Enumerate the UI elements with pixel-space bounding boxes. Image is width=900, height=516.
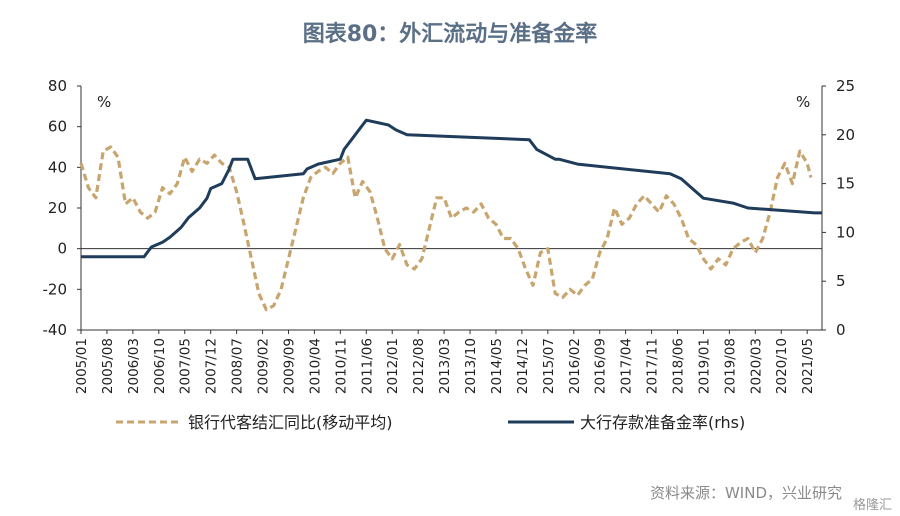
- x-tick-label: 2020/10: [774, 338, 790, 394]
- chart-title: 图表80：外汇流动与准备金率: [302, 22, 598, 47]
- x-tick-label: 2009/09: [281, 338, 297, 394]
- x-tick-label: 2015/07: [541, 338, 557, 394]
- left-tick-label: 40: [48, 158, 67, 176]
- left-tick-label: -20: [43, 280, 68, 298]
- reserve-ratio-line: [81, 118, 822, 259]
- x-tick-label: 2012/08: [411, 338, 427, 394]
- series-layer: [79, 118, 822, 312]
- left-tick-label: 20: [48, 199, 67, 217]
- x-tick-label: 2019/01: [696, 338, 712, 394]
- x-tick-label: 2020/03: [748, 338, 764, 394]
- x-tick-label: 2010/11: [333, 338, 349, 394]
- x-tick-label: 2009/02: [256, 338, 272, 394]
- left-tick-label: 0: [57, 240, 67, 258]
- x-tick-label: 2011/06: [359, 338, 375, 394]
- right-tick-label: 10: [836, 223, 855, 241]
- right-tick-label: 0: [836, 321, 846, 339]
- x-tick-label: 2006/10: [152, 338, 168, 394]
- left-tick-label: 80: [48, 77, 67, 95]
- legend-label-1: 银行代客结汇同比(移动平均): [188, 413, 393, 432]
- x-tick-label: 2018/06: [671, 338, 687, 394]
- left-tick-label: 60: [48, 118, 67, 136]
- x-tick-label: 2016/02: [567, 338, 583, 394]
- x-tick-label: 2010/04: [307, 338, 323, 394]
- left-tick-label: -40: [43, 321, 68, 339]
- x-tick-label: 2014/05: [489, 338, 505, 394]
- right-tick-label: 15: [836, 175, 855, 193]
- x-tick-label: 2012/01: [385, 338, 401, 394]
- x-tick-label: 2007/05: [178, 338, 194, 394]
- x-tick-label: 2019/08: [722, 338, 738, 394]
- right-tick-label: 5: [836, 272, 846, 290]
- x-tick-label: 2007/12: [204, 338, 220, 394]
- x-tick-label: 2005/08: [100, 338, 116, 394]
- x-tick-label: 2014/12: [515, 338, 531, 394]
- right-tick-label: 20: [836, 126, 855, 144]
- axes-layer: 80 60 40 20 0 -20 -40% 25 20 15 10 5 0% 2005/01 2005/0…: [43, 77, 856, 394]
- right-unit-label: %: [796, 93, 810, 111]
- chart-svg: 80 60 40 20 0 -20 -40% 25 20 15 10 5 0% 2005/01 2005/0…: [43, 77, 856, 432]
- fx-settlement-line: [79, 145, 813, 312]
- x-tick-label: 2017/11: [645, 338, 661, 394]
- x-tick-label: 2021/05: [800, 338, 816, 394]
- right-tick-label: 25: [836, 77, 855, 95]
- x-tick-label: 2016/09: [593, 338, 609, 394]
- x-tick-label: 2008/07: [230, 338, 246, 394]
- x-tick-label: 2006/03: [126, 338, 142, 394]
- source-note: 资料来源：WIND，兴业研究: [649, 484, 842, 502]
- x-tick-label: 2013/03: [437, 338, 453, 394]
- x-tick-label: 2017/04: [619, 338, 635, 394]
- legend-label-2: 大行存款准备金率(rhs): [580, 413, 745, 432]
- x-tick-label: 2005/01: [74, 338, 90, 394]
- left-unit-label: %: [97, 93, 111, 111]
- x-tick-label: 2013/10: [463, 338, 479, 394]
- watermark-text: 格隆汇: [852, 498, 892, 513]
- legend-layer: 银行代客结汇同比(移动平均) 大行存款准备金率(rhs): [116, 413, 745, 432]
